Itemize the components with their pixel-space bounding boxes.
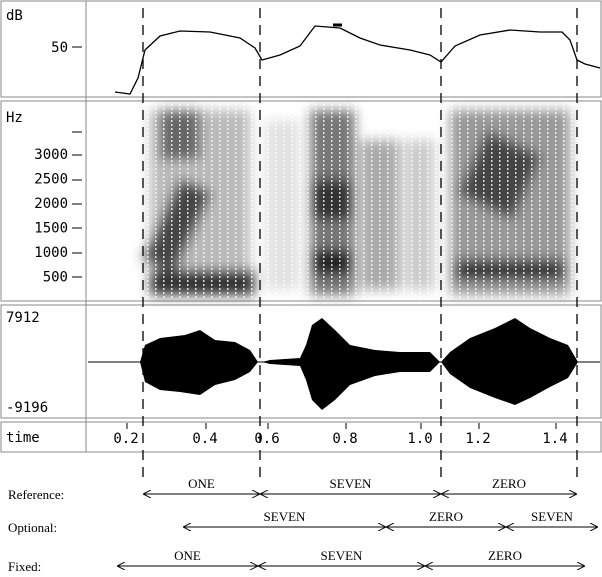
hz-unit: Hz	[6, 110, 23, 126]
hz-tick-label: 2500	[34, 172, 68, 188]
segment-label: ZERO	[488, 548, 522, 563]
segment-label: SEVEN	[330, 476, 373, 491]
segment-label: ZERO	[429, 509, 463, 524]
hz-tick-label: 1500	[34, 221, 68, 237]
hz-tick-label: 3000	[34, 147, 68, 163]
segment-label: SEVEN	[531, 509, 574, 524]
time-label: time	[6, 430, 40, 446]
wave-min: -9196	[6, 400, 48, 416]
db-curve	[114, 25, 601, 95]
time-tick-label: 1.2	[465, 431, 490, 447]
hz-tick-label: 500	[43, 270, 68, 286]
hz-tick-label: 1000	[34, 245, 68, 261]
boundaries	[142, 8, 578, 478]
time-tick-label: 0.4	[192, 431, 217, 447]
alignment-label: Reference:	[8, 487, 64, 502]
time-tick-label: 0.2	[113, 431, 138, 447]
waveform	[140, 318, 578, 410]
time-tick-label: 1.4	[542, 431, 567, 447]
hz-tick-label: 2000	[34, 196, 68, 212]
time-tick-label: 0.6	[254, 431, 279, 447]
alignment-label: Fixed:	[8, 559, 41, 574]
segment-label: ONE	[174, 548, 201, 563]
segment-label: SEVEN	[264, 509, 307, 524]
spectrogram	[140, 103, 580, 299]
db-tick-label: 50	[51, 40, 68, 56]
db-unit: dB	[6, 8, 23, 24]
panel-frames	[0, 0, 602, 453]
time-tick-label: 1.0	[407, 431, 432, 447]
alignment-label: Optional:	[8, 520, 57, 535]
segment-label: ZERO	[492, 476, 526, 491]
hz-ticks	[72, 131, 82, 278]
wave-max: 7912	[6, 310, 40, 326]
segment-label: SEVEN	[321, 548, 364, 563]
time-tick-label: 0.8	[332, 431, 357, 447]
segment-label: ONE	[188, 476, 215, 491]
